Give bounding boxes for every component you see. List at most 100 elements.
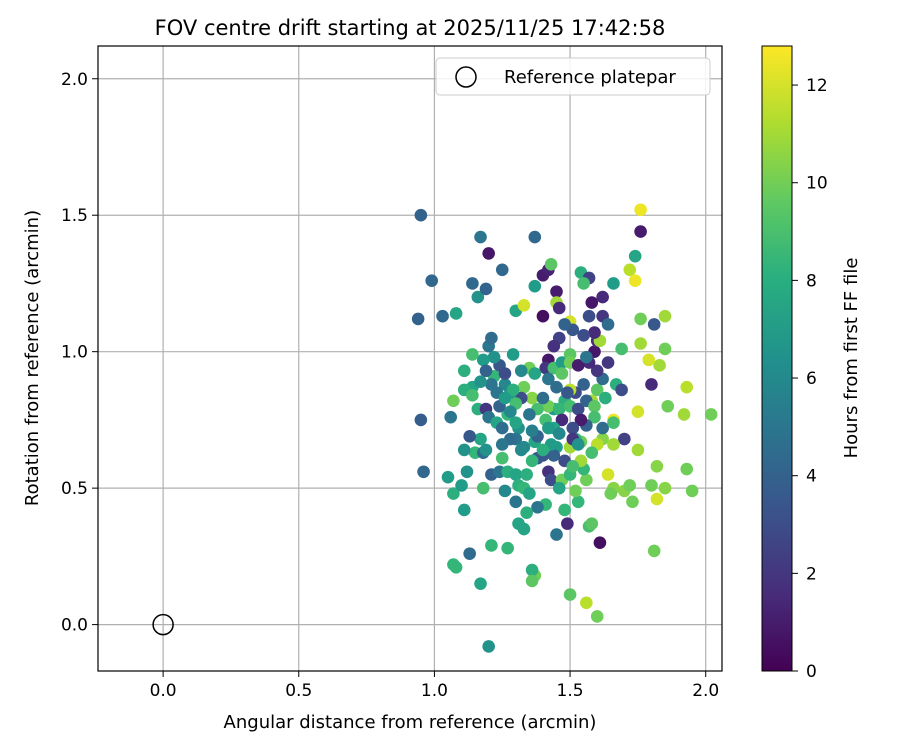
data-point [525, 391, 539, 405]
x-tick-label: 1.5 [557, 681, 584, 701]
data-point [514, 364, 528, 378]
data-point [495, 421, 509, 435]
data-point [447, 558, 460, 571]
data-point [631, 443, 645, 457]
colorbar-tick-label: 4 [806, 467, 817, 487]
data-point [547, 339, 561, 353]
data-point [634, 225, 647, 238]
data-point [542, 421, 555, 435]
data-point [626, 495, 639, 509]
data-point [631, 405, 645, 419]
data-point [482, 247, 495, 260]
data-point [685, 484, 699, 498]
y-tick-label: 0.5 [61, 479, 88, 499]
data-point [680, 462, 694, 476]
data-point [599, 391, 612, 405]
data-point [495, 451, 509, 465]
x-tick-label: 1.0 [421, 681, 448, 701]
data-point [571, 402, 585, 416]
data-point [536, 391, 550, 405]
data-point [528, 279, 542, 293]
data-point [555, 413, 569, 427]
data-point [645, 479, 658, 492]
data-point [474, 577, 487, 590]
data-point [517, 380, 531, 394]
data-point [485, 331, 498, 345]
data-point [550, 528, 563, 541]
data-point [645, 378, 658, 391]
data-point [525, 454, 539, 468]
data-point [552, 402, 566, 416]
data-point [447, 487, 460, 500]
data-point [552, 427, 566, 440]
data-point [604, 487, 618, 500]
data-point [607, 438, 620, 451]
data-point [525, 563, 539, 577]
data-point [588, 326, 601, 339]
data-point [658, 342, 672, 356]
data-point [634, 337, 647, 350]
legend-label: Reference platepar [504, 67, 676, 88]
data-point [658, 309, 672, 323]
data-point [577, 277, 590, 290]
data-point [571, 359, 585, 372]
data-point [601, 468, 615, 481]
data-point [476, 353, 490, 367]
plot-frame [97, 45, 723, 672]
data-point [417, 465, 430, 479]
data-point [506, 383, 520, 397]
data-point [485, 539, 498, 552]
colorbar: 0 2 4 6 8 10 12 Hours from first FF file [761, 45, 862, 682]
reference-platepar-marker [152, 613, 174, 636]
x-axis-label: Angular distance from reference (arcmin) [224, 712, 597, 733]
data-point [512, 517, 525, 530]
colorbar-tick-label: 12 [806, 76, 828, 96]
y-tick-label: 0.0 [61, 616, 88, 636]
data-point [585, 446, 599, 459]
y-tick-label: 1.5 [61, 206, 88, 226]
colorbar-tick-label: 6 [806, 369, 817, 389]
data-point [628, 274, 642, 288]
data-point [485, 378, 498, 391]
colorbar-tick-label: 10 [806, 174, 828, 194]
data-point [544, 258, 558, 271]
data-point [650, 460, 664, 473]
y-tick-label: 1.0 [61, 343, 88, 363]
data-point [457, 443, 471, 457]
data-point [514, 443, 528, 457]
data-point [601, 356, 615, 369]
data-point [650, 492, 664, 506]
data-point [498, 484, 512, 498]
data-point [536, 443, 550, 457]
data-point [550, 380, 563, 394]
data-point [577, 378, 590, 391]
data-point [544, 473, 558, 487]
data-point [571, 438, 585, 451]
data-point [449, 307, 463, 320]
data-point [495, 438, 509, 451]
data-point [536, 309, 550, 323]
legend-box [435, 57, 711, 96]
data-point [504, 405, 517, 419]
data-point [569, 484, 582, 498]
plot-area [98, 46, 722, 671]
data-point [618, 432, 631, 446]
data-point [615, 342, 628, 356]
colorbar-tick-label: 2 [806, 564, 817, 584]
data-point [463, 547, 476, 560]
data-point [642, 353, 656, 367]
data-point [558, 503, 571, 517]
colorbar-tick-label: 0 [806, 662, 817, 682]
data-point [463, 429, 476, 443]
data-point [653, 359, 666, 372]
data-point [501, 541, 514, 555]
data-point [466, 389, 479, 402]
data-point [525, 574, 539, 588]
x-tick-label: 0.5 [285, 681, 312, 701]
data-point [479, 282, 493, 296]
x-tick-label: 0.0 [150, 681, 177, 701]
data-point [623, 479, 637, 492]
data-point [571, 495, 585, 509]
data-point [593, 536, 607, 550]
